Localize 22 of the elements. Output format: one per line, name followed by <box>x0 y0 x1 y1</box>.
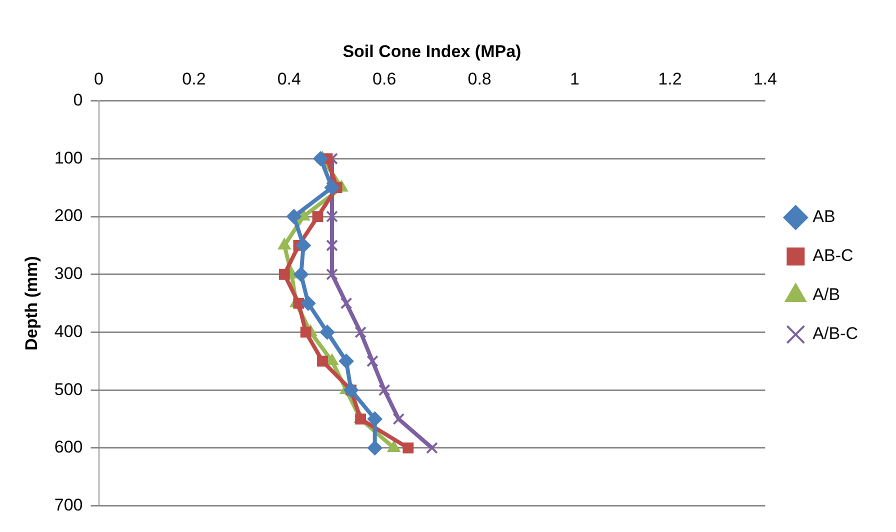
x-tick-label: 1.4 <box>753 69 777 88</box>
x-tick-label: 0.2 <box>182 69 206 88</box>
y-axis-title: Depth (mm) <box>22 256 41 351</box>
legend-label: A/B <box>812 285 840 304</box>
x-tick-label: 0.6 <box>372 69 396 88</box>
x-tick-label: 0 <box>94 69 104 88</box>
y-tick-label: 600 <box>54 438 83 457</box>
x-axis-title: Soil Cone Index (MPa) <box>342 42 522 61</box>
x-tick-label: 1.2 <box>658 69 682 88</box>
y-tick-label: 100 <box>54 148 83 168</box>
legend-label: AB-C <box>812 246 854 266</box>
legend-label: A/B-C <box>812 324 858 344</box>
x-tick-label: 1 <box>570 69 580 88</box>
y-tick-label: 300 <box>54 264 83 284</box>
x-tick-label: 0.4 <box>277 69 301 88</box>
y-tick-label: 500 <box>54 380 83 399</box>
y-tick-label: 0 <box>73 90 83 110</box>
y-tick-label: 400 <box>54 322 83 341</box>
y-tick-label: 700 <box>54 495 83 514</box>
y-tick-label: 200 <box>54 206 83 226</box>
x-tick-label: 0.8 <box>468 69 492 88</box>
legend-label: AB <box>812 207 836 226</box>
